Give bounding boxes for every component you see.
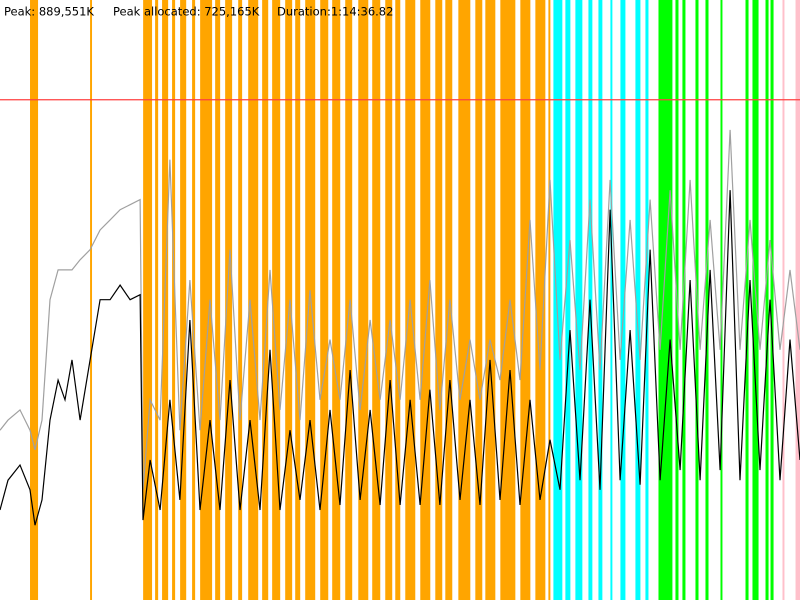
event-band xyxy=(385,0,393,600)
event-band xyxy=(225,0,233,600)
event-band xyxy=(598,0,603,600)
event-band xyxy=(200,0,213,600)
event-band xyxy=(610,0,613,600)
event-band xyxy=(795,0,800,600)
event-band xyxy=(30,0,39,600)
event-band xyxy=(575,0,583,600)
event-band xyxy=(620,0,626,600)
event-band xyxy=(358,0,369,600)
peak-allocated-label: Peak allocated: 725,165K xyxy=(113,5,260,19)
header: Peak: 889,551K Peak allocated: 725,165K … xyxy=(4,5,393,19)
event-band xyxy=(565,0,571,600)
event-band xyxy=(752,0,759,600)
event-band xyxy=(445,0,453,600)
event-band xyxy=(332,0,341,600)
event-band xyxy=(155,0,159,600)
event-band xyxy=(745,0,749,600)
event-band xyxy=(192,0,196,600)
event-bands xyxy=(30,0,800,600)
event-band xyxy=(262,0,269,600)
event-band xyxy=(90,0,93,600)
event-band xyxy=(435,0,443,600)
event-band xyxy=(548,0,551,600)
event-band xyxy=(272,0,281,600)
event-band xyxy=(485,0,496,600)
event-band xyxy=(143,0,153,600)
event-band xyxy=(345,0,353,600)
event-band xyxy=(765,0,769,600)
event-band xyxy=(475,0,483,600)
event-band xyxy=(770,0,774,600)
event-band xyxy=(248,0,259,600)
event-band xyxy=(172,0,176,600)
event-band xyxy=(180,0,187,600)
event-band xyxy=(395,0,401,600)
event-band xyxy=(553,0,563,600)
event-band xyxy=(535,0,546,600)
event-band xyxy=(658,0,673,600)
event-band xyxy=(305,0,316,600)
event-band xyxy=(372,0,381,600)
event-band xyxy=(285,0,293,600)
event-band xyxy=(705,0,709,600)
event-band xyxy=(645,0,649,600)
event-band xyxy=(500,0,516,600)
peak-label: Peak: 889,551K xyxy=(4,5,94,19)
event-band xyxy=(458,0,471,600)
event-band xyxy=(320,0,329,600)
event-band xyxy=(215,0,221,600)
event-band xyxy=(782,0,785,600)
event-band xyxy=(295,0,301,600)
event-band xyxy=(682,0,686,600)
event-band xyxy=(720,0,723,600)
event-band xyxy=(238,0,243,600)
event-band xyxy=(635,0,641,600)
memory-line xyxy=(0,190,800,526)
event-band xyxy=(420,0,431,600)
duration-label: Duration:1:14:36.82 xyxy=(277,5,393,19)
memory-lines xyxy=(0,99,800,526)
memory-line xyxy=(0,129,800,490)
